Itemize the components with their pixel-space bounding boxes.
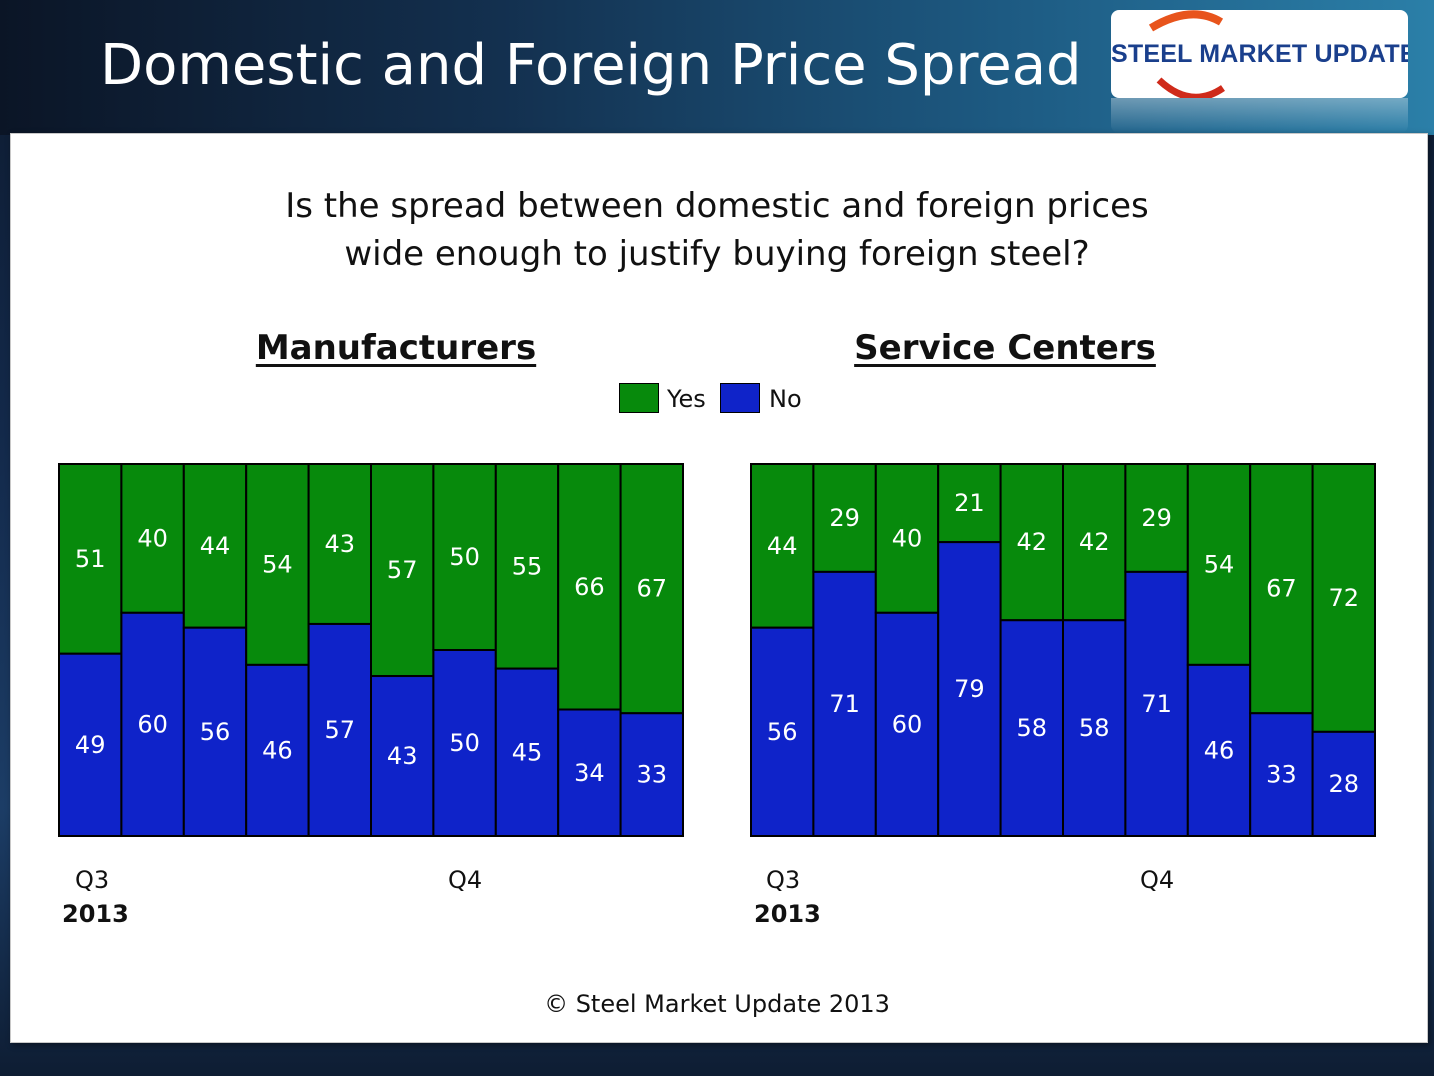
manufacturers-no-bar-7	[432, 649, 497, 837]
service-centers-yes-label-2: 29	[829, 504, 860, 532]
service-centers-no-label-9: 33	[1266, 761, 1297, 789]
manufacturers-yes-label-1: 51	[75, 545, 106, 573]
logo-text: STEEL MARKET UPDATE	[1111, 40, 1408, 68]
manufacturers-yes-label-2: 40	[137, 524, 168, 552]
copyright-notice: © Steel Market Update 2013	[544, 990, 890, 1018]
legend-yes-swatch	[619, 383, 659, 413]
manufacturers-no-bar-4	[245, 663, 310, 837]
question-line-2: wide enough to justify buying foreign st…	[344, 234, 1090, 274]
chart-legend: Yes No	[619, 383, 819, 415]
service-centers-no-label-5: 58	[1017, 714, 1048, 742]
manufacturers-no-bar-2	[120, 611, 185, 837]
service-centers-chart: 44 56 29 71 40 60 21 79 42 58 42 58 29 71 54 46 67 33 72 28	[750, 463, 1376, 838]
manufacturers-yes-label-9: 66	[574, 573, 605, 601]
service-centers-yes-label-4: 21	[954, 489, 985, 517]
logo-reflection	[1111, 98, 1408, 133]
service-centers-plot-frame	[750, 463, 1376, 837]
manufacturers-no-bar-10	[619, 712, 684, 838]
service-centers-no-label-8: 46	[1204, 736, 1235, 764]
manufacturers-no-label-6: 43	[387, 742, 418, 770]
question-line-1: Is the spread between domestic and forei…	[285, 186, 1149, 226]
service-centers-yes-bar-3	[874, 463, 940, 614]
manufacturers-yes-label-3: 44	[200, 532, 231, 560]
manufacturers-year-label: 2013	[62, 900, 129, 928]
manufacturers-yes-label-10: 67	[637, 575, 668, 603]
service-centers-heading: Service Centers	[854, 328, 1156, 368]
service-centers-no-bar-8	[1186, 663, 1252, 837]
legend-no-label: No	[769, 385, 802, 413]
service-centers-no-bar-1	[750, 626, 815, 837]
logo-swoosh-icon	[1148, 10, 1225, 98]
manufacturers-no-bar-3	[182, 626, 248, 837]
manufacturers-no-label-5: 57	[325, 716, 356, 744]
manufacturers-no-label-7: 50	[449, 729, 480, 757]
manufacturers-q4-label: Q4	[448, 866, 483, 894]
service-centers-q4-label: Q4	[1140, 866, 1175, 894]
service-centers-no-label-2: 71	[829, 690, 860, 718]
service-centers-yes-bar-5	[999, 463, 1065, 622]
manufacturers-heading: Manufacturers	[255, 328, 537, 368]
manufacturers-no-label-1: 49	[75, 731, 106, 759]
service-centers-no-label-3: 60	[892, 710, 923, 738]
legend-yes-label: Yes	[667, 385, 706, 413]
slide-title: Domestic and Foreign Price Spread	[100, 33, 1082, 98]
service-centers-no-label-4: 79	[954, 675, 985, 703]
manufacturers-no-label-3: 56	[200, 718, 231, 746]
legend-no-swatch	[720, 383, 760, 413]
manufacturers-yes-label-6: 57	[387, 556, 418, 584]
service-centers-no-label-7: 71	[1141, 690, 1172, 718]
service-centers-no-label-1: 56	[767, 718, 798, 746]
service-centers-year-label: 2013	[754, 900, 821, 928]
manufacturers-no-label-4: 46	[262, 736, 293, 764]
manufacturers-no-bar-9	[557, 708, 622, 838]
service-centers-yes-label-7: 29	[1141, 504, 1172, 532]
service-centers-yes-label-3: 40	[892, 524, 923, 552]
manufacturers-no-bar-6	[370, 675, 435, 837]
manufacturers-plot-frame	[58, 463, 684, 837]
service-centers-yes-label-10: 72	[1329, 584, 1360, 612]
manufacturers-no-label-9: 34	[574, 759, 605, 787]
service-centers-no-bar-4	[937, 541, 1002, 838]
service-centers-no-label-6: 58	[1079, 714, 1110, 742]
manufacturers-yes-bar-9	[557, 463, 622, 711]
service-centers-no-bar-2	[812, 570, 877, 837]
steel-market-update-logo: STEEL MARKET UPDATE	[1111, 10, 1408, 98]
manufacturers-no-label-8: 45	[512, 738, 543, 766]
service-centers-yes-label-5: 42	[1017, 528, 1048, 556]
service-centers-yes-label-1: 44	[767, 532, 798, 560]
manufacturers-no-bar-8	[494, 667, 560, 837]
service-centers-no-label-10: 28	[1329, 770, 1360, 798]
manufacturers-no-bar-1	[58, 652, 123, 837]
service-centers-yes-label-9: 67	[1266, 575, 1297, 603]
survey-question: Is the spread between domestic and forei…	[0, 182, 1434, 278]
service-centers-yes-bar-6	[1062, 463, 1127, 622]
manufacturers-no-label-2: 60	[137, 710, 168, 738]
service-centers-yes-label-8: 54	[1204, 550, 1235, 578]
manufacturers-yes-label-4: 54	[262, 550, 293, 578]
service-centers-no-bar-9	[1249, 712, 1314, 838]
manufacturers-q3-label: Q3	[75, 866, 110, 894]
manufacturers-yes-bar-8	[494, 463, 560, 670]
manufacturers-no-label-10: 33	[637, 761, 668, 789]
manufacturers-chart: 51 49 40 60 44 56 54 46 43 57 57 43 50 50 55 45 66 34 67 33	[58, 463, 684, 838]
service-centers-yes-bar-10	[1311, 463, 1376, 733]
service-centers-no-bar-7	[1124, 570, 1189, 837]
manufacturers-no-bar-5	[307, 622, 373, 837]
manufacturers-yes-label-5: 43	[325, 530, 356, 558]
manufacturers-yes-label-7: 50	[449, 543, 480, 571]
manufacturers-yes-bar-10	[619, 463, 684, 715]
service-centers-yes-label-6: 42	[1079, 528, 1110, 556]
service-centers-q3-label: Q3	[766, 866, 801, 894]
manufacturers-yes-label-8: 55	[512, 552, 543, 580]
